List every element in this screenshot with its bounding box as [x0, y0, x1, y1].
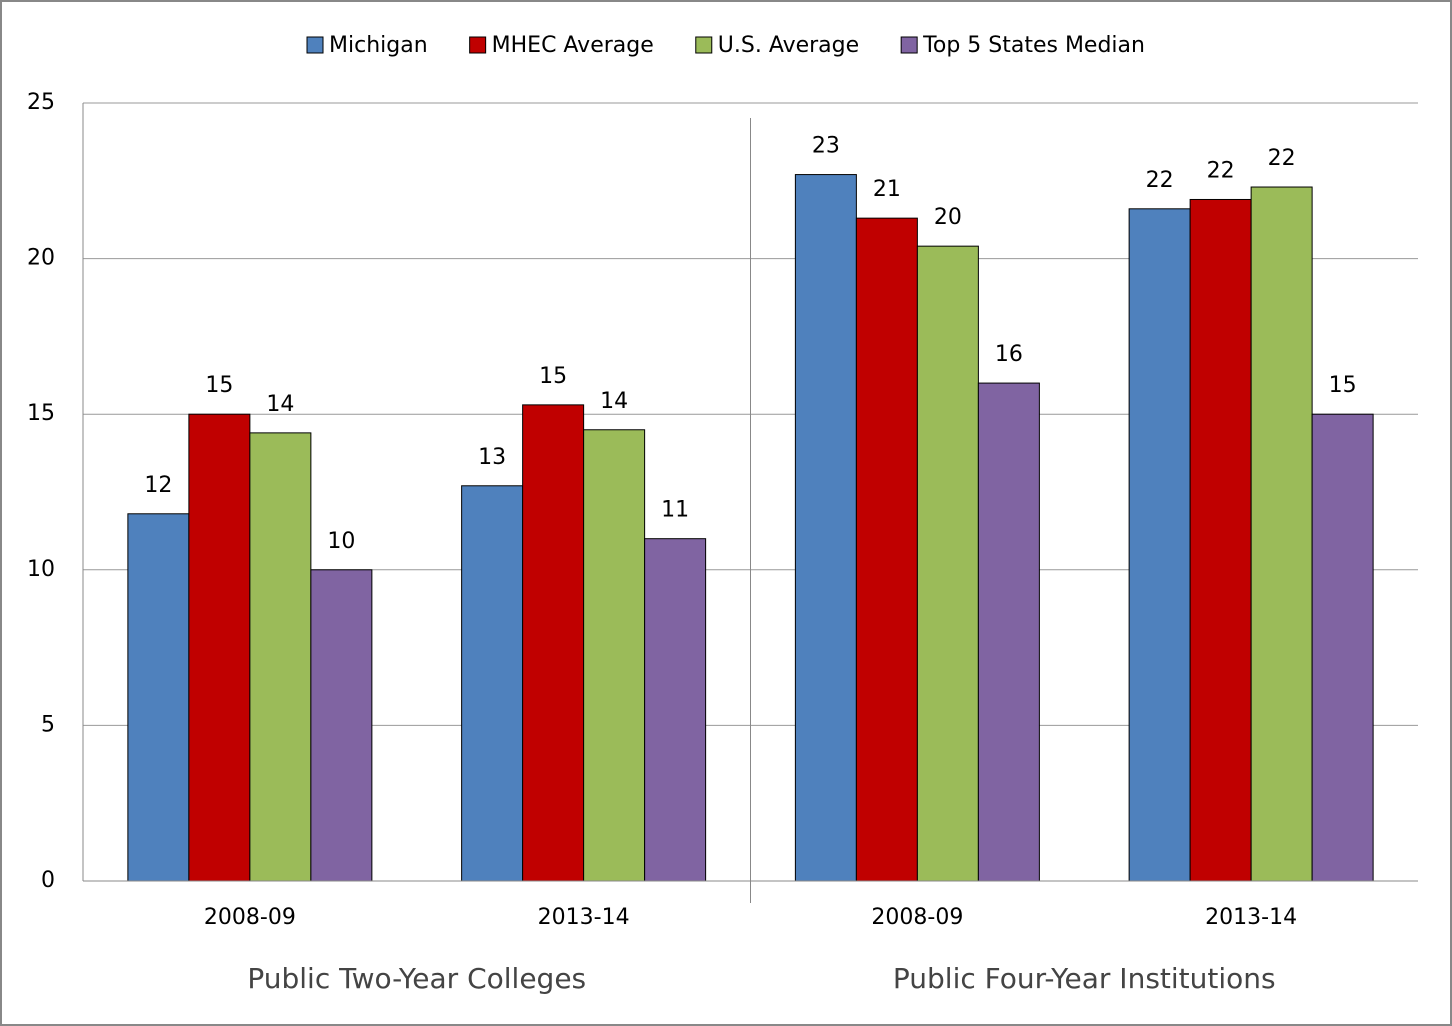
- bar: [522, 404, 585, 882]
- bar: [583, 429, 646, 882]
- data-label: 22: [1268, 146, 1296, 171]
- legend-swatch: [469, 36, 487, 54]
- data-label: 12: [144, 473, 172, 498]
- bar: [188, 413, 251, 882]
- bar: [794, 174, 857, 882]
- data-label: 10: [327, 529, 355, 554]
- y-tick-label: 15: [27, 401, 55, 426]
- legend-label: Top 5 States Median: [922, 33, 1145, 58]
- legend-label: MHEC Average: [492, 33, 654, 58]
- y-tick-label: 20: [27, 246, 55, 271]
- data-label: 20: [934, 205, 962, 230]
- data-label: 16: [995, 342, 1023, 367]
- bar: [461, 485, 524, 882]
- data-label: 14: [266, 392, 294, 417]
- bar: [1128, 208, 1191, 882]
- legend-swatch: [306, 36, 324, 54]
- bar: [977, 382, 1040, 882]
- bar: [644, 538, 707, 882]
- legend-label: U.S. Average: [718, 33, 859, 58]
- bar: [1250, 186, 1313, 882]
- bar: [249, 432, 312, 882]
- y-tick-label: 25: [27, 90, 55, 115]
- data-label: 11: [661, 498, 689, 523]
- x-tick-label: 2008-09: [204, 905, 296, 930]
- legend-swatch: [695, 36, 713, 54]
- y-tick-label: 10: [27, 557, 55, 582]
- legend-swatch: [900, 36, 918, 54]
- group-label: Public Two-Year Colleges: [247, 962, 586, 995]
- bar: [310, 569, 373, 882]
- bar: [855, 217, 918, 882]
- x-tick-label: 2013-14: [538, 905, 630, 930]
- data-label: 21: [873, 177, 901, 202]
- data-label: 15: [1329, 373, 1357, 398]
- y-tick-label: 5: [41, 712, 55, 737]
- data-label: 15: [539, 364, 567, 389]
- data-label: 15: [205, 373, 233, 398]
- bar: [1311, 413, 1374, 882]
- bar: [1189, 198, 1252, 882]
- y-tick-label: 0: [41, 868, 55, 893]
- data-label: 22: [1207, 158, 1235, 183]
- data-label: 13: [478, 445, 506, 470]
- bar: [916, 245, 979, 882]
- bar: [127, 513, 190, 882]
- data-label: 23: [812, 134, 840, 159]
- x-tick-label: 2008-09: [871, 905, 963, 930]
- group-label: Public Four-Year Institutions: [893, 962, 1276, 995]
- legend-label: Michigan: [329, 33, 428, 58]
- x-tick-label: 2013-14: [1205, 905, 1297, 930]
- data-label: 22: [1146, 168, 1174, 193]
- data-label: 14: [600, 389, 628, 414]
